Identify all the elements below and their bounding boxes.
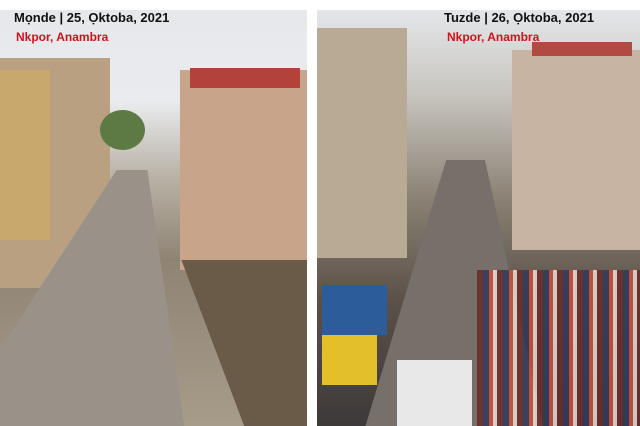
- photo-crowded-street: Tuzde | 26, Ọktoba, 2021 Nkpor, Anambra: [317, 10, 640, 426]
- white-bus: [397, 360, 472, 426]
- photo-empty-street: Mọnde | 25, Ọktoba, 2021 Nkpor, Anambra: [0, 10, 307, 426]
- building-right: [512, 50, 640, 250]
- building-yellow: [0, 70, 50, 240]
- left-date-caption: Mọnde | 25, Ọktoba, 2021: [14, 10, 170, 25]
- building-right: [180, 70, 307, 270]
- right-location-caption: Nkpor, Anambra: [447, 30, 540, 44]
- crowd: [477, 270, 640, 426]
- red-roof: [532, 42, 632, 56]
- building-left: [317, 28, 407, 258]
- tree: [100, 110, 145, 150]
- blue-truck: [322, 285, 387, 335]
- yellow-bus: [322, 335, 377, 385]
- red-roof: [190, 68, 300, 88]
- left-location-caption: Nkpor, Anambra: [16, 30, 109, 44]
- right-date-caption: Tuzde | 26, Ọktoba, 2021: [444, 10, 595, 25]
